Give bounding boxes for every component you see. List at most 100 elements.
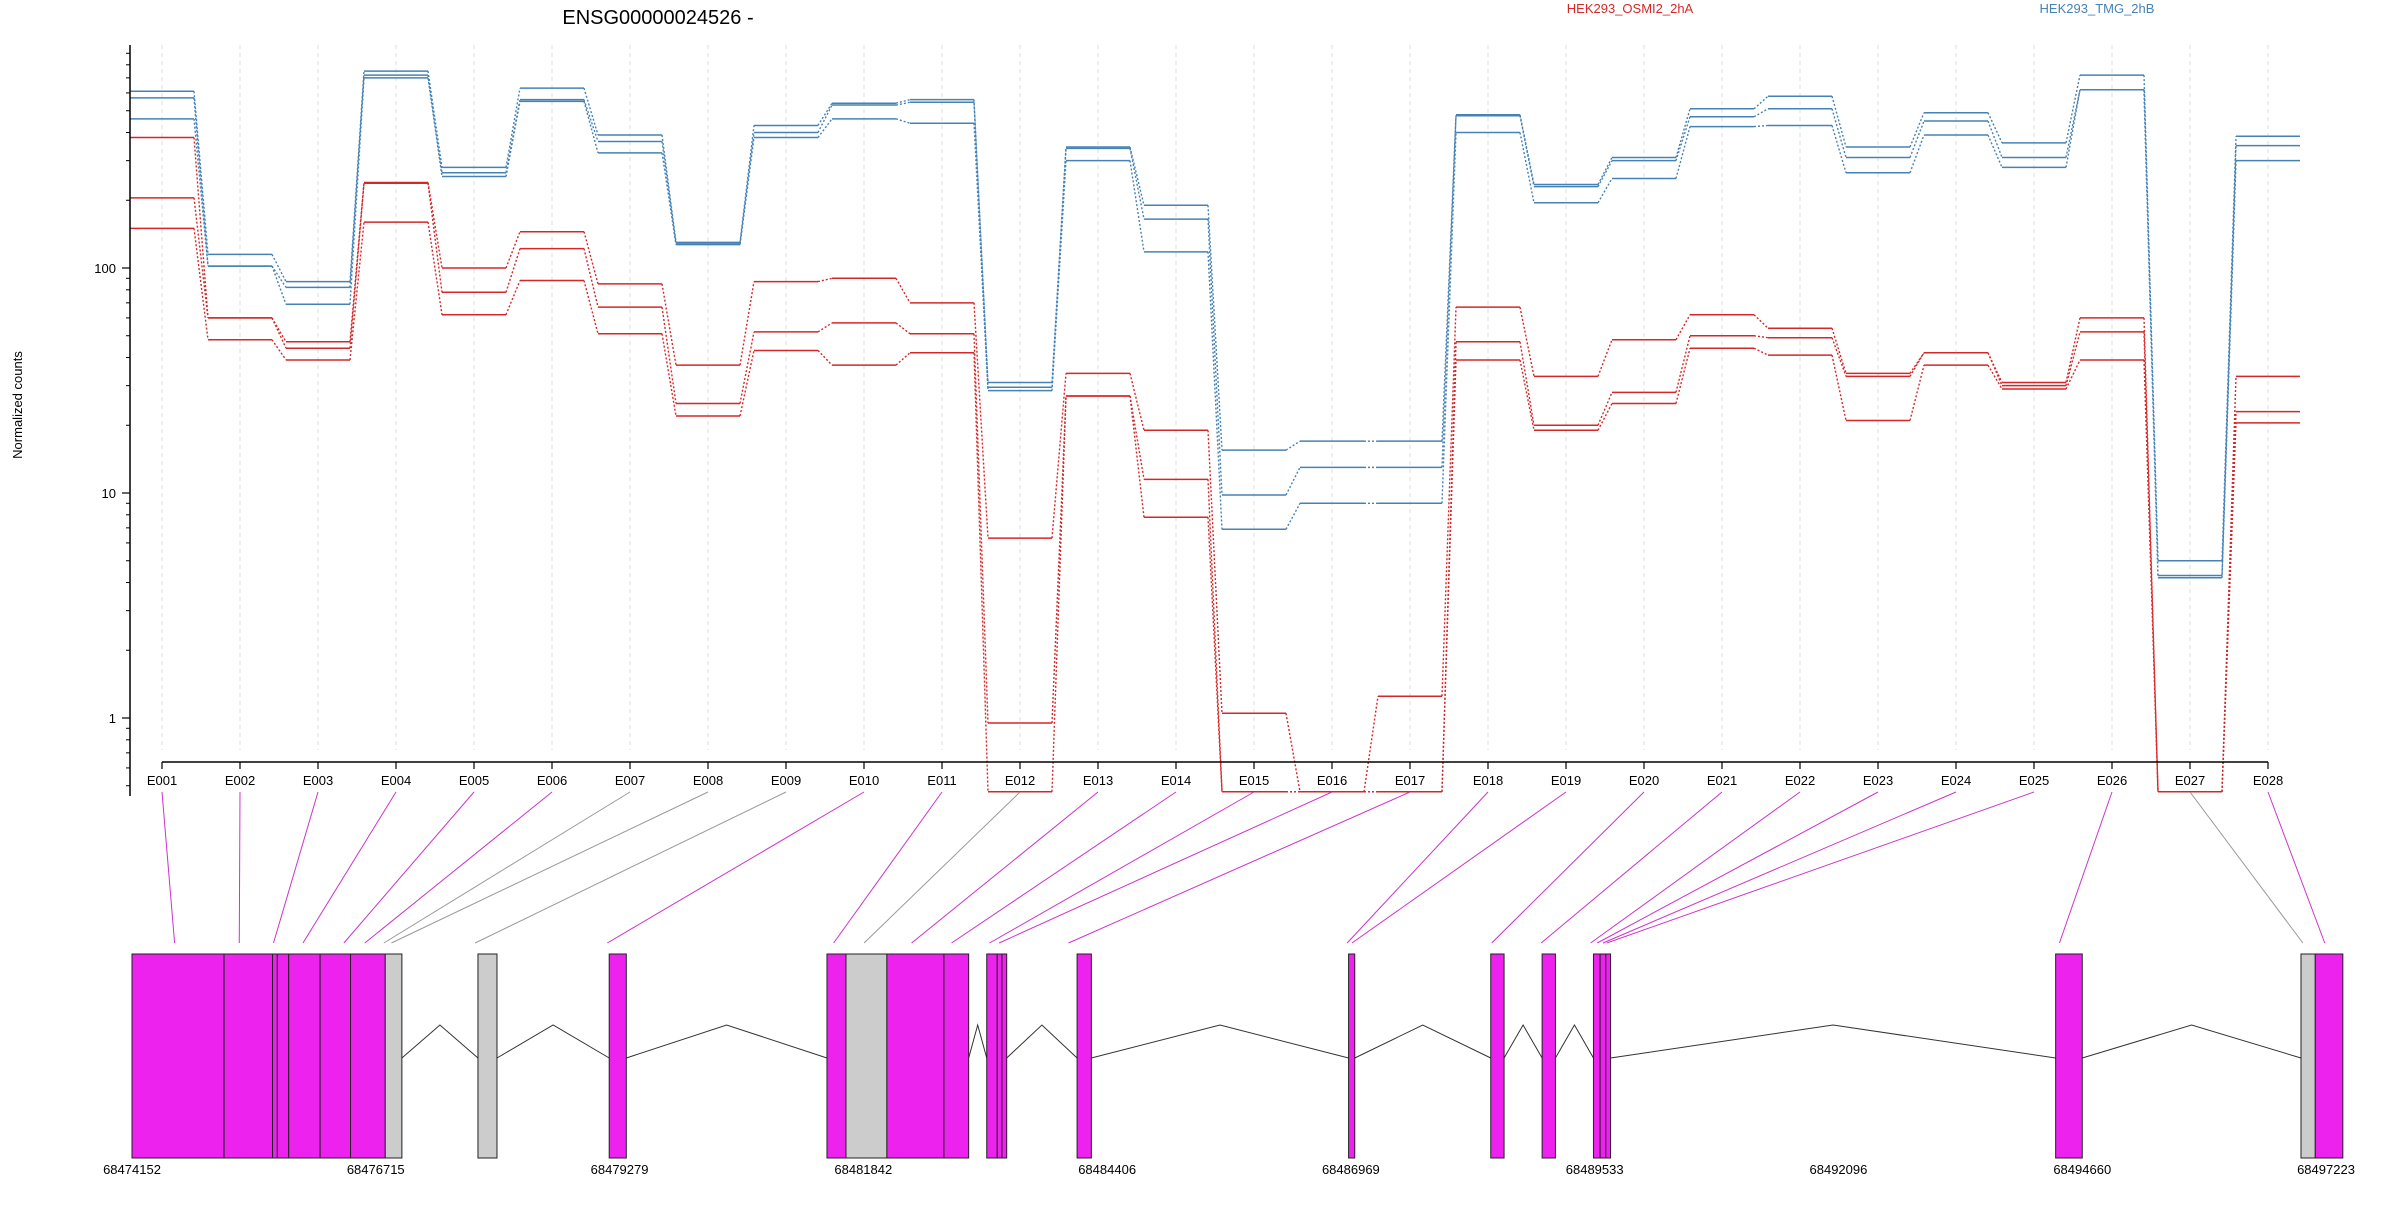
series-connector: [505, 101, 521, 177]
series-connector: [1207, 251, 1223, 530]
series-connector: [583, 231, 599, 285]
intron-line: [1503, 1023, 1543, 1059]
x-tick-label: E011: [927, 773, 956, 788]
intron-line: [401, 1024, 479, 1059]
series-connector: [2221, 422, 2237, 792]
chart-title: ENSG00000024526 -: [562, 7, 753, 29]
exon-box: [1076, 953, 1092, 1159]
series-connector: [2065, 317, 2081, 383]
intron-line: [1354, 1024, 1491, 1059]
exon-mapping-line: [1068, 791, 1411, 944]
exon-box: [1541, 953, 1556, 1159]
exon-mapping-line: [951, 791, 1177, 944]
exon-mapping-line: [2267, 791, 2326, 944]
exon-box: [1001, 953, 1008, 1159]
series-connector: [1753, 108, 1769, 118]
series-connector: [583, 280, 599, 334]
series-connector: [1363, 696, 1379, 792]
series-connector: [505, 280, 521, 315]
y-tick-label: 100: [94, 261, 116, 276]
series-connector: [583, 87, 599, 136]
exon-mapping-line: [474, 791, 787, 944]
legend-series-b: HEK293_TMG_2hB: [2040, 1, 2155, 16]
exon-mapping-line: [273, 791, 319, 944]
x-tick-label: E009: [771, 773, 801, 788]
exon-box: [272, 953, 278, 1159]
series-connector: [1519, 132, 1535, 203]
series-connector: [973, 99, 989, 383]
series-connector: [1207, 517, 1223, 792]
series-connector: [1597, 392, 1613, 426]
intron-line: [968, 1023, 988, 1059]
genomic-coordinate-label: 68492096: [1810, 1162, 1868, 1177]
exon-box: [1490, 953, 1505, 1159]
x-tick-label: E005: [459, 773, 489, 788]
series-connector: [193, 97, 209, 267]
series-connector: [349, 222, 365, 361]
series-connector: [817, 277, 833, 283]
series-connector: [349, 77, 365, 305]
series-connector: [2065, 331, 2081, 386]
gene-model: 68474152 68476715 68479279 68481842 68484406…: [103, 953, 2355, 1177]
series-connector: [1129, 146, 1145, 206]
exon-box: [826, 953, 847, 1159]
series-connector: [1441, 307, 1457, 697]
genomic-coordinate-label: 68484406: [1078, 1162, 1136, 1177]
series-connector: [895, 277, 911, 304]
x-tick-label: E019: [1551, 773, 1581, 788]
series-connector: [1441, 359, 1457, 792]
series-connector: [1597, 157, 1613, 185]
exon-mapping-line: [2189, 791, 2304, 944]
x-tick-label: E001: [147, 773, 177, 788]
series-connector: [1051, 373, 1067, 539]
series-connector: [1207, 479, 1223, 792]
exon-box: [223, 953, 274, 1159]
x-tick-label: E024: [1941, 773, 1971, 788]
series-connector: [1597, 403, 1613, 431]
series-connector: [1831, 337, 1847, 377]
series-connector: [271, 254, 287, 282]
x-tick-label: E013: [1083, 773, 1113, 788]
series-connector: [1285, 467, 1301, 496]
series-connector: [1753, 124, 1769, 128]
x-tick-label: E028: [2253, 773, 2283, 788]
series-connector: [1597, 160, 1613, 187]
series-connector: [817, 102, 833, 126]
series-connector: [349, 183, 365, 349]
series-connector: [2143, 89, 2159, 578]
exon-box: [986, 953, 998, 1159]
exon-box: [319, 953, 352, 1159]
series-connector: [2065, 89, 2081, 168]
genomic-coordinate-label: 68489533: [1566, 1162, 1624, 1177]
exon-mapping-line: [302, 791, 397, 944]
series-connector: [895, 118, 911, 124]
noncoding-box: [2300, 953, 2316, 1159]
y-axis-label: Normalized counts: [10, 351, 25, 459]
genomic-coordinate-label: 68479279: [591, 1162, 649, 1177]
exon-box: [2314, 953, 2344, 1159]
series-connector: [1519, 341, 1535, 426]
exon-box: [943, 953, 970, 1159]
x-tick-label: E016: [1317, 773, 1347, 788]
series-connector: [583, 101, 599, 154]
series-connector: [1207, 205, 1223, 451]
genomic-coordinate-label: 68494660: [2053, 1162, 2111, 1177]
exon-mapping-line: [833, 791, 943, 944]
series-connector: [1129, 148, 1145, 220]
series-connector: [1051, 395, 1067, 792]
exon-box: [350, 953, 386, 1159]
series-connector: [1987, 120, 2003, 158]
intron-line: [496, 1024, 610, 1059]
x-tick-label: E020: [1629, 773, 1659, 788]
series-connector: [661, 283, 677, 366]
exon-mapping-line: [1602, 791, 1957, 944]
series-connector: [1987, 134, 2003, 168]
series-connector: [1909, 352, 1925, 374]
series-connector: [1831, 354, 1847, 421]
series-connector: [1675, 126, 1691, 179]
series-connector: [895, 322, 911, 335]
noncoding-box: [477, 953, 498, 1159]
exon-mapping-line: [1590, 791, 1801, 944]
series-connector: [271, 265, 287, 288]
